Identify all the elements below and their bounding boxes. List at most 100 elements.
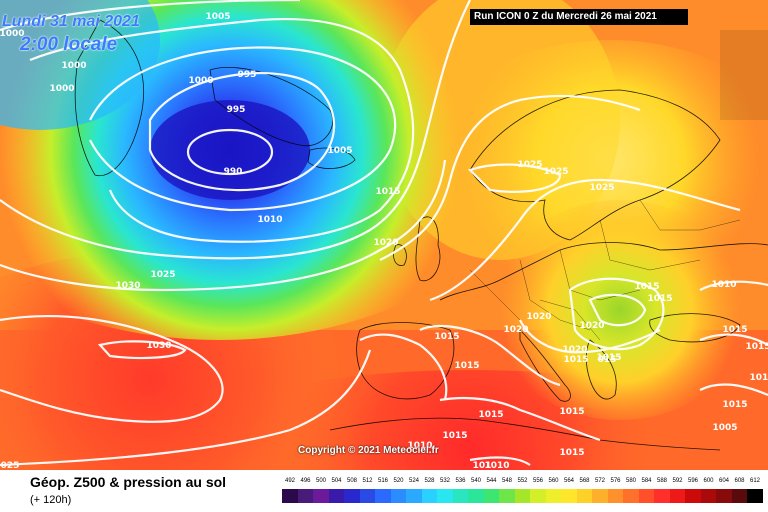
legend-tick-label: 584 bbox=[641, 478, 652, 484]
legend-tick-label: 580 bbox=[625, 478, 636, 484]
z500-low-core bbox=[150, 100, 310, 200]
legend-tick-label: 492 bbox=[284, 478, 295, 484]
legend-swatch bbox=[483, 489, 500, 503]
isobar-label: 1005 bbox=[712, 423, 737, 433]
isobar-label: 1010 bbox=[257, 215, 282, 225]
legend-swatch bbox=[421, 489, 438, 503]
isobar-label: 1015 bbox=[745, 342, 768, 352]
legend-swatch bbox=[437, 489, 453, 503]
isobar-label: 025 bbox=[1, 461, 20, 470]
legend-swatch bbox=[576, 489, 593, 503]
isobar-label: 1020 bbox=[526, 312, 551, 322]
legend-tick-label: 612 bbox=[749, 478, 760, 484]
isobar-label: 1015 bbox=[375, 187, 400, 197]
isobar-label: 1000 bbox=[188, 76, 213, 86]
isobar-label: 1015 bbox=[442, 431, 467, 441]
isobar-labels: 1005 1000 1000 1000 995 1000 995 990 100… bbox=[0, 12, 768, 470]
legend-tick-label: 608 bbox=[734, 478, 745, 484]
legend-swatch bbox=[344, 489, 360, 503]
legend-tick-label: 496 bbox=[300, 478, 311, 484]
isobar-label: 990 bbox=[224, 167, 243, 177]
isobar-label: 1005 bbox=[205, 12, 230, 22]
legend-tick-label: 524 bbox=[408, 478, 419, 484]
legend-tick-label: 504 bbox=[331, 478, 342, 484]
legend-swatch bbox=[700, 489, 717, 503]
legend-tick-label: 576 bbox=[610, 478, 621, 484]
forecast-lead-time: (+ 120h) bbox=[30, 494, 72, 506]
legend-swatch bbox=[313, 489, 329, 503]
isobar-label: 1010 bbox=[711, 280, 736, 290]
isobar-label: 1025 bbox=[517, 160, 542, 170]
legend-swatch bbox=[716, 489, 732, 503]
isobar-label: 1025 bbox=[150, 270, 175, 280]
legend-swatch bbox=[514, 489, 531, 503]
legend-tick-label: 588 bbox=[656, 478, 667, 484]
isobar-label: 1015 bbox=[434, 332, 459, 342]
legend-swatch bbox=[561, 489, 577, 503]
legend-tick-label: 520 bbox=[393, 478, 404, 484]
legend-tick-label: 592 bbox=[672, 478, 683, 484]
legend-tick-label: 516 bbox=[377, 478, 388, 484]
isobar-label: 1015 bbox=[647, 294, 672, 304]
legend-swatch bbox=[375, 489, 391, 503]
isobar-label: 995 bbox=[227, 105, 246, 115]
legend-tick-label: 600 bbox=[703, 478, 714, 484]
legend-swatch bbox=[607, 489, 624, 503]
legend-tick-label: 548 bbox=[501, 478, 512, 484]
legend-tick-label: 568 bbox=[579, 478, 590, 484]
legend-swatch bbox=[452, 489, 469, 503]
isobar-label: 1020 bbox=[503, 325, 528, 335]
legend-swatch bbox=[390, 489, 407, 503]
legend-swatch bbox=[468, 489, 484, 503]
legend-tick-label: 532 bbox=[439, 478, 450, 484]
legend-tick-label: 500 bbox=[315, 478, 326, 484]
legend-tick-label: 556 bbox=[532, 478, 543, 484]
isobar-label: 1015 bbox=[559, 407, 584, 417]
weather-map: 1005 1000 1000 1000 995 1000 995 990 100… bbox=[0, 0, 768, 470]
legend-tick-label: 572 bbox=[594, 478, 605, 484]
isobar-label: 1000 bbox=[61, 61, 86, 71]
isobar-label: 1010 bbox=[407, 441, 432, 451]
model-run-label: Run ICON 0 Z du Mercredi 26 mai 2021 bbox=[470, 9, 688, 25]
isobar-label: 1020 bbox=[579, 321, 604, 331]
legend-swatch bbox=[328, 489, 345, 503]
isobars bbox=[0, 0, 768, 467]
z500-central-europe-low bbox=[490, 200, 750, 420]
legend-tick-label: 536 bbox=[455, 478, 466, 484]
legend-swatch bbox=[499, 489, 515, 503]
isobar-label: 015 bbox=[598, 355, 617, 365]
isobar-label: 1015 bbox=[722, 400, 747, 410]
isobar-label: 1025 bbox=[589, 183, 614, 193]
isobar-label: 1025 bbox=[543, 167, 568, 177]
forecast-date: Lundi 31 mai 2021 bbox=[2, 13, 140, 30]
legend-tick-label: 508 bbox=[346, 478, 357, 484]
isobar-label: 1030 bbox=[146, 341, 171, 351]
legend-tick-label: 512 bbox=[362, 478, 373, 484]
isobar-label: 1015 bbox=[478, 410, 503, 420]
isobar-label: 1020 bbox=[562, 345, 587, 355]
legend-swatch bbox=[669, 489, 686, 503]
isobar-label: 1015 bbox=[634, 282, 659, 292]
isobar-label: 1015 bbox=[722, 325, 747, 335]
forecast-time: 2:00 locale bbox=[20, 34, 118, 55]
isobar-label: 1010 bbox=[484, 461, 509, 470]
legend-swatch bbox=[359, 489, 376, 503]
isobar-label: 1015 bbox=[563, 355, 588, 365]
legend-swatch bbox=[747, 489, 763, 503]
z500-upper-left-lightblue bbox=[0, 0, 160, 130]
legend-swatch bbox=[297, 489, 314, 503]
legend-swatch bbox=[545, 489, 562, 503]
isobar-label: 1005 bbox=[327, 146, 352, 156]
legend-swatch bbox=[654, 489, 670, 503]
isobar-label: 1015 bbox=[559, 448, 584, 458]
isobar-label: 1000 bbox=[0, 29, 25, 39]
map-title: Géop. Z500 & pression au sol bbox=[30, 474, 227, 490]
legend-swatch bbox=[638, 489, 655, 503]
legend-tick-label: 528 bbox=[424, 478, 435, 484]
legend-swatch bbox=[592, 489, 608, 503]
isobar-label: 101 bbox=[473, 461, 492, 470]
legend-tick-label: 540 bbox=[470, 478, 481, 484]
legend-swatch bbox=[731, 489, 748, 503]
isobar-label: 1015 bbox=[454, 361, 479, 371]
map-corner-dark bbox=[720, 30, 768, 120]
